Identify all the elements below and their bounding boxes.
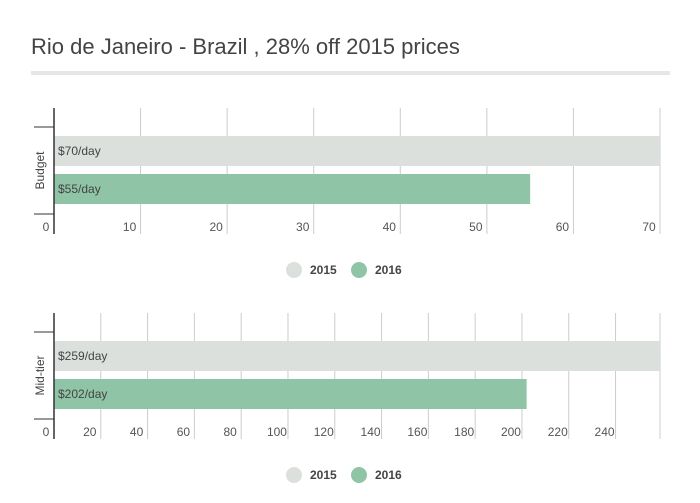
x-tick-label: 200: [501, 425, 521, 439]
legend-label-2016: 2016: [375, 263, 402, 277]
x-tick-label: 160: [407, 425, 427, 439]
bar-mid-tier-2016: [54, 379, 527, 409]
x-tick-label: 180: [454, 425, 474, 439]
x-tick-label: 20: [209, 220, 223, 234]
bar-mid-tier-2015: [54, 341, 660, 371]
bar-label-budget-2015: $70/day: [58, 144, 101, 158]
x-tick-label: 220: [548, 425, 568, 439]
chart-title: Rio de Janeiro - Brazil , 28% off 2015 p…: [31, 34, 460, 59]
bar-label-mid-tier-2015: $259/day: [58, 349, 107, 363]
x-tick-label: 120: [314, 425, 334, 439]
x-tick-label: 30: [296, 220, 310, 234]
mid-tier-bar-chart: $259/day $202/day Mid-tier 0 20 40 60 80 100 120 1…: [33, 313, 661, 483]
bar-budget-2016: [54, 174, 531, 204]
x-tick-label: 0: [43, 425, 50, 439]
x-tick-label: 60: [556, 220, 570, 234]
bar-label-budget-2016: $55/day: [58, 182, 101, 196]
x-tick-label: 0: [43, 220, 50, 234]
title-divider: [31, 71, 670, 75]
x-tick-label: 20: [83, 425, 97, 439]
legend-swatch-2015: [286, 262, 302, 278]
legend-label-2015: 2015: [310, 263, 337, 277]
legend-label-2015: 2015: [310, 468, 337, 482]
x-tick-label: 80: [224, 425, 238, 439]
legend-swatch-2016: [351, 262, 367, 278]
legend-swatch-2015: [286, 467, 302, 483]
legend-label-2016: 2016: [375, 468, 402, 482]
bar-budget-2015: [54, 136, 660, 166]
x-tick-label: 10: [123, 220, 137, 234]
x-tick-label: 140: [361, 425, 381, 439]
x-tick-label: 60: [177, 425, 191, 439]
category-label-budget: Budget: [33, 151, 47, 190]
budget-bar-chart: $70/day $55/day Budget 0 10 20 30 40 50 60 70 2015 2…: [33, 108, 661, 278]
x-tick-label: 40: [383, 220, 397, 234]
x-tick-label: 40: [130, 425, 144, 439]
legend-swatch-2016: [351, 467, 367, 483]
category-label-mid-tier: Mid-tier: [33, 355, 47, 395]
x-tick-label: 50: [469, 220, 483, 234]
x-tick-label: 100: [267, 425, 287, 439]
x-tick-label: 70: [642, 220, 656, 234]
x-tick-label: 240: [595, 425, 615, 439]
bar-label-mid-tier-2016: $202/day: [58, 387, 107, 401]
